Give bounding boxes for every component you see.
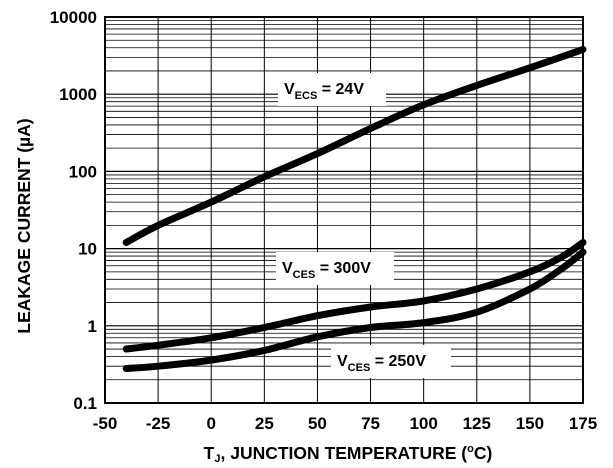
y-tick-label: 100: [69, 162, 97, 181]
series-label-background: [278, 73, 386, 106]
y-tick-label: 1000: [59, 85, 97, 104]
x-tick-label: 150: [516, 414, 544, 433]
x-tick-label: 25: [255, 414, 274, 433]
x-tick-label: -25: [146, 414, 171, 433]
y-tick-label: 1: [88, 317, 97, 336]
x-tick-label: 100: [409, 414, 437, 433]
y-tick-label: 0.1: [73, 394, 97, 413]
y-tick-label: 10000: [50, 8, 97, 27]
x-tick-label: 50: [308, 414, 327, 433]
series-curves: [122, 45, 587, 372]
series-label-background: [276, 252, 394, 285]
x-tick-label: 125: [463, 414, 491, 433]
series-label-vces-300v: VCES = 300V: [282, 260, 371, 281]
series-annotations: VECS = 24V VCES = 300V VCES = 250V: [276, 73, 451, 378]
y-axis-label: LEAKAGE CURRENT (µA): [14, 118, 34, 333]
y-tick-label: 10: [78, 240, 97, 259]
series-label-vecs-24v: VECS = 24V: [284, 81, 364, 102]
x-axis-label: TJ, JUNCTION TEMPERATURE (oC): [204, 443, 493, 465]
x-tick-label: 0: [206, 414, 215, 433]
series-curve-vces-300v: [122, 239, 587, 353]
plot-frame: [104, 16, 584, 404]
series-label-background: [331, 345, 451, 378]
series-label-vces-250v: VCES = 250V: [337, 353, 426, 374]
x-tick-label: -50: [93, 414, 118, 433]
series-curve-vces-250v: [122, 248, 587, 372]
x-tick-label: 175: [569, 414, 597, 433]
series-curve-vecs-24v: [122, 45, 587, 246]
tick-labels: -50 -25 0 25 50 75 100 125 150 175 10000 1000 100 10 1…: [50, 8, 597, 433]
x-tick-label: 75: [361, 414, 380, 433]
